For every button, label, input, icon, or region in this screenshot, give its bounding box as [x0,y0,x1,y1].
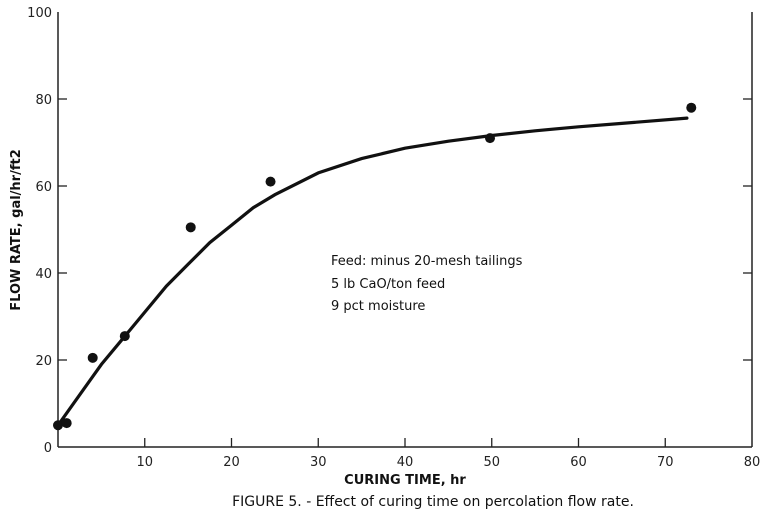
data-point [686,102,697,113]
x-tick-label: 80 [744,455,761,470]
annotation-cao: 5 lb CaO/ton feed [331,277,445,292]
x-axis-label: CURING TIME, hr [344,473,466,488]
y-tick-label: 100 [27,6,52,21]
y-tick-label: 60 [35,180,52,195]
data-point [485,133,496,144]
data-point [53,420,63,431]
x-tick-label: 10 [136,455,153,470]
y-tick-label: 0 [44,441,52,456]
axes [57,12,753,448]
y-axis-label: FLOW RATE, gal/hr/ft2 [9,149,24,311]
data-point [61,418,72,429]
x-tick-label: 70 [657,455,674,470]
data-point [185,222,196,233]
annotation-moisture: 9 pct moisture [331,299,425,314]
x-tick-label: 40 [397,455,414,470]
data-points [53,102,697,431]
fit-curve [56,116,689,427]
x-tick-label: 30 [310,455,327,470]
y-tick-label: 40 [35,267,52,282]
data-point [87,352,98,363]
annotation-feed: Feed: minus 20-mesh tailings [331,254,523,269]
y-tick-label: 80 [35,93,52,108]
ticks: 10 20 30 40 50 60 70 80 0 20 40 60 80 100 [27,6,760,470]
data-point [265,176,276,187]
y-tick-label: 20 [35,354,52,369]
x-tick-label: 20 [223,455,240,470]
x-tick-label: 60 [570,455,587,470]
data-point [119,331,130,342]
figure-caption: FIGURE 5. - Effect of curing time on per… [232,494,634,510]
x-tick-label: 50 [483,455,500,470]
